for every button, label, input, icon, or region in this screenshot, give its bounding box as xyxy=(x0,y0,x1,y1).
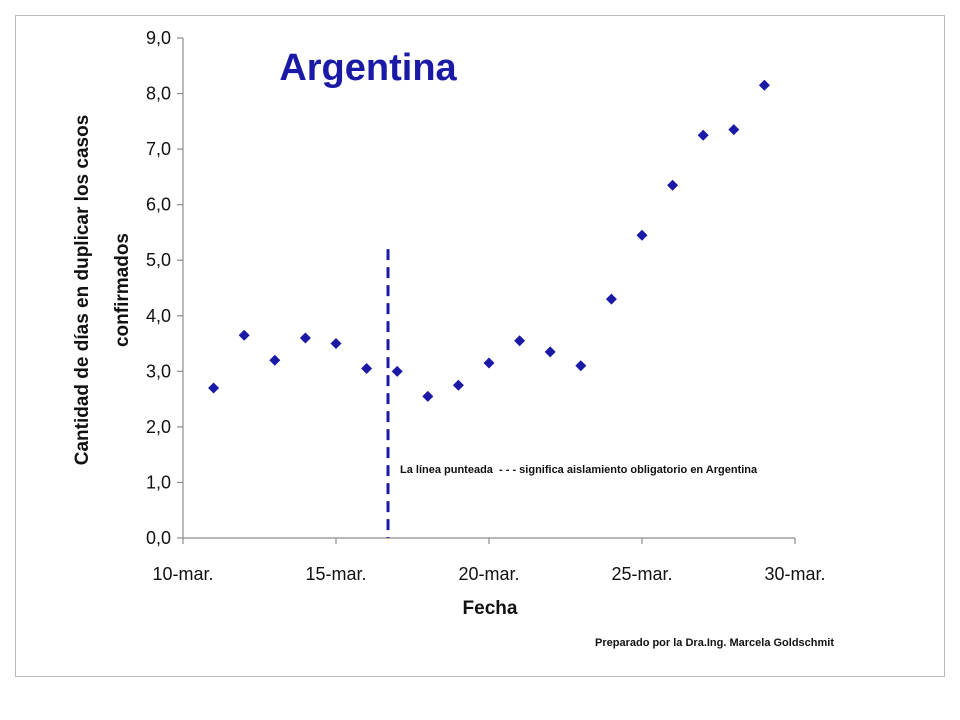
x-tick-label: 15-mar. xyxy=(305,564,366,584)
y-tick-label: 7,0 xyxy=(146,139,171,159)
data-point xyxy=(452,379,464,391)
data-points xyxy=(208,79,770,402)
data-point xyxy=(605,293,617,305)
data-point xyxy=(238,329,250,341)
y-tick-label: 6,0 xyxy=(146,195,171,215)
chart-frame xyxy=(15,15,945,677)
reference-line-annotation: La línea punteada - - - significa aislam… xyxy=(400,464,758,476)
data-point xyxy=(697,129,709,141)
data-point xyxy=(758,79,770,91)
data-point xyxy=(361,363,373,375)
x-tick-label: 30-mar. xyxy=(764,564,825,584)
y-axis-title-line-2: confirmados xyxy=(112,233,133,347)
data-point xyxy=(575,360,587,372)
y-axis-title: Cantidad de días en duplicar los casos c… xyxy=(72,115,133,466)
data-point xyxy=(299,332,311,344)
data-point xyxy=(483,357,495,369)
y-tick-label: 1,0 xyxy=(146,472,171,492)
y-tick-label: 9,0 xyxy=(146,28,171,48)
data-point xyxy=(391,365,403,377)
chart-title: Argentina xyxy=(279,47,457,89)
data-point xyxy=(636,229,648,241)
data-point xyxy=(269,354,281,366)
y-tick-label: 2,0 xyxy=(146,417,171,437)
credit-text: Preparado por la Dra.Ing. Marcela Goldsc… xyxy=(595,637,834,649)
x-tick-label: 20-mar. xyxy=(458,564,519,584)
y-tick-label: 8,0 xyxy=(146,84,171,104)
y-tick-label: 4,0 xyxy=(146,306,171,326)
x-axis-title: Fecha xyxy=(463,598,518,619)
data-point xyxy=(208,382,220,394)
axes: 0,0 1,0 2,0 3,0 4,0 5,0 6,0 7,0 8,0 9,0 10-mar. 15-… xyxy=(146,28,826,584)
data-point xyxy=(728,124,740,136)
data-point xyxy=(667,179,679,191)
y-tick-label: 0,0 xyxy=(146,528,171,548)
y-axis-title-line-1: Cantidad de días en duplicar los casos xyxy=(72,115,93,466)
y-tick-label: 5,0 xyxy=(146,250,171,270)
data-point xyxy=(422,390,434,402)
data-point xyxy=(544,346,556,358)
data-point xyxy=(330,338,342,350)
x-tick-label: 10-mar. xyxy=(152,564,213,584)
data-point xyxy=(514,335,526,347)
x-tick-label: 25-mar. xyxy=(611,564,672,584)
y-tick-label: 3,0 xyxy=(146,361,171,381)
